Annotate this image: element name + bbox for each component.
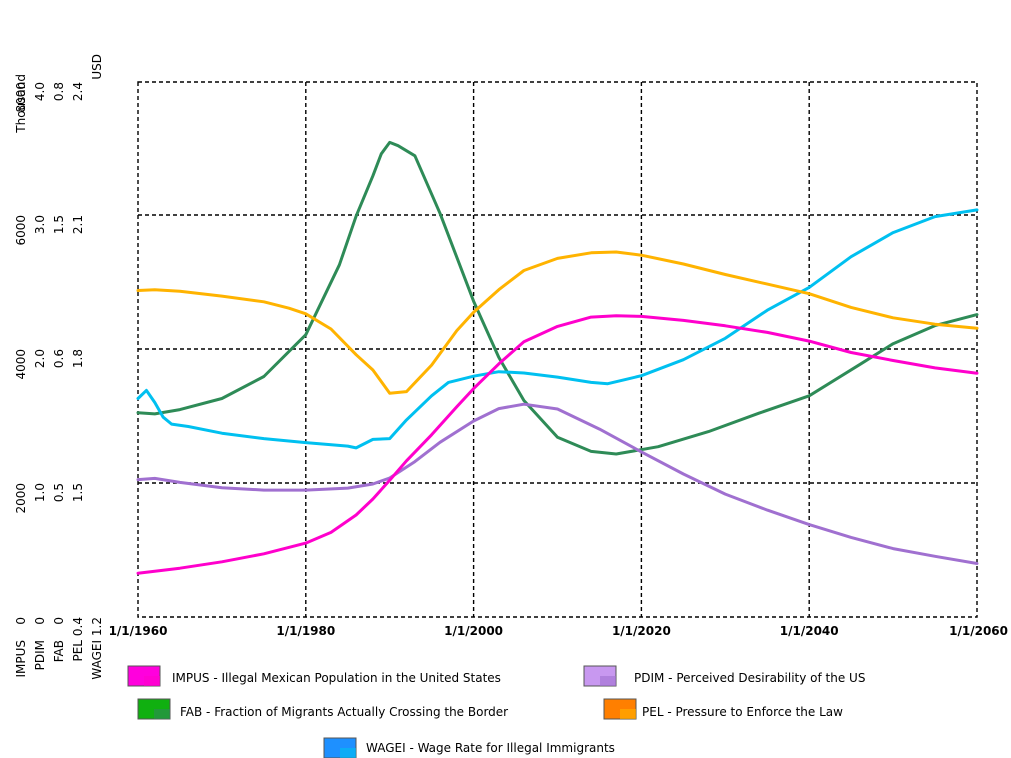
legend-label: WAGEI - Wage Rate for Illegal Immigrants [366,741,615,755]
legend-swatch-shade [144,676,160,686]
y-tick-label-fab: 0.8 [52,82,66,101]
y-tick-label-fab: 1.5 [52,215,66,234]
y-tick-label-wagei: 1.2 [90,617,104,636]
legend-item-impus: IMPUS - Illegal Mexican Population in th… [127,665,501,687]
series-line-impus [136,314,979,575]
y-tick-label-pdim: 3.0 [33,215,47,234]
legend-label: FAB - Fraction of Migrants Actually Cros… [180,705,508,719]
y-tick-label-impus: 8000 [14,82,28,113]
y-tick-label-pdim: 2.0 [33,349,47,368]
y-tick-label-pdim: 0 [33,617,47,625]
legend-swatch-shade [620,709,636,719]
series-line-pel [136,250,979,395]
legend-swatch-shade [340,748,356,758]
legend-item-pel: PEL - Pressure to Enforce the Law [603,698,843,720]
grid [137,81,978,618]
y-tick-label-impus: 0 [14,617,28,625]
x-tick-label: 1/1/2020 [612,624,671,638]
unit-label: Thousand [14,74,28,134]
x-tick-label: 1/1/1960 [109,624,168,638]
series-line-fab [136,140,979,456]
axis-key-pdim: PDIM [33,640,47,670]
unit-label: USD [90,54,104,80]
axis-key-impus: IMPUS [14,640,28,678]
x-tick-label: 1/1/2060 [949,624,1008,638]
axis-key-pel: PEL [71,640,85,662]
legend-swatch-shade [600,676,616,686]
legend-item-wagei: WAGEI - Wage Rate for Illegal Immigrants [323,737,615,758]
x-tick-label: 1/1/2000 [444,624,503,638]
legend-label: IMPUS - Illegal Mexican Population in th… [172,671,501,685]
y-tick-label-fab: 0.5 [52,483,66,502]
y-tick-label-pel: 1.8 [71,349,85,368]
axis-key-wagei: WAGEI [90,640,104,680]
legend-item-pdim: PDIM - Perceived Desirability of the US [583,665,865,687]
axis-key-fab: FAB [52,640,66,662]
x-tick-label: 1/1/2040 [780,624,839,638]
y-tick-label-impus: 6000 [14,215,28,246]
legend-label: PEL - Pressure to Enforce the Law [642,705,843,719]
y-tick-label-fab: 0.6 [52,349,66,368]
x-tick-label: 1/1/1980 [276,624,335,638]
y-axes: 0 2000 4000 6000 8000 IMPUS 0 1.0 2.0 3.0 4.0 PDIM 0… [14,54,104,680]
series-line-pdim [136,402,979,565]
legend-item-fab: FAB - Fraction of Migrants Actually Cros… [137,698,508,720]
legend-label: PDIM - Perceived Desirability of the US [634,671,865,685]
y-tick-label-pel: 2.1 [71,215,85,234]
series-line-wagei [136,208,979,450]
y-tick-label-fab: 0 [52,617,66,625]
legend-swatch-shade [154,709,170,719]
y-tick-label-pel: 0.4 [71,617,85,636]
legend: FAB - Fraction of Migrants Actually Cros… [127,665,865,758]
y-tick-label-pdim: 1.0 [33,483,47,502]
y-tick-label-pdim: 4.0 [33,82,47,101]
x-axis: 1/1/1960 1/1/1980 1/1/2000 1/1/2020 1/1/2040… [109,624,1008,638]
series-lines [136,140,979,575]
y-tick-label-pel: 1.5 [71,483,85,502]
y-tick-label-impus: 4000 [14,349,28,380]
y-tick-label-impus: 2000 [14,483,28,514]
y-tick-label-pel: 2.4 [71,82,85,101]
